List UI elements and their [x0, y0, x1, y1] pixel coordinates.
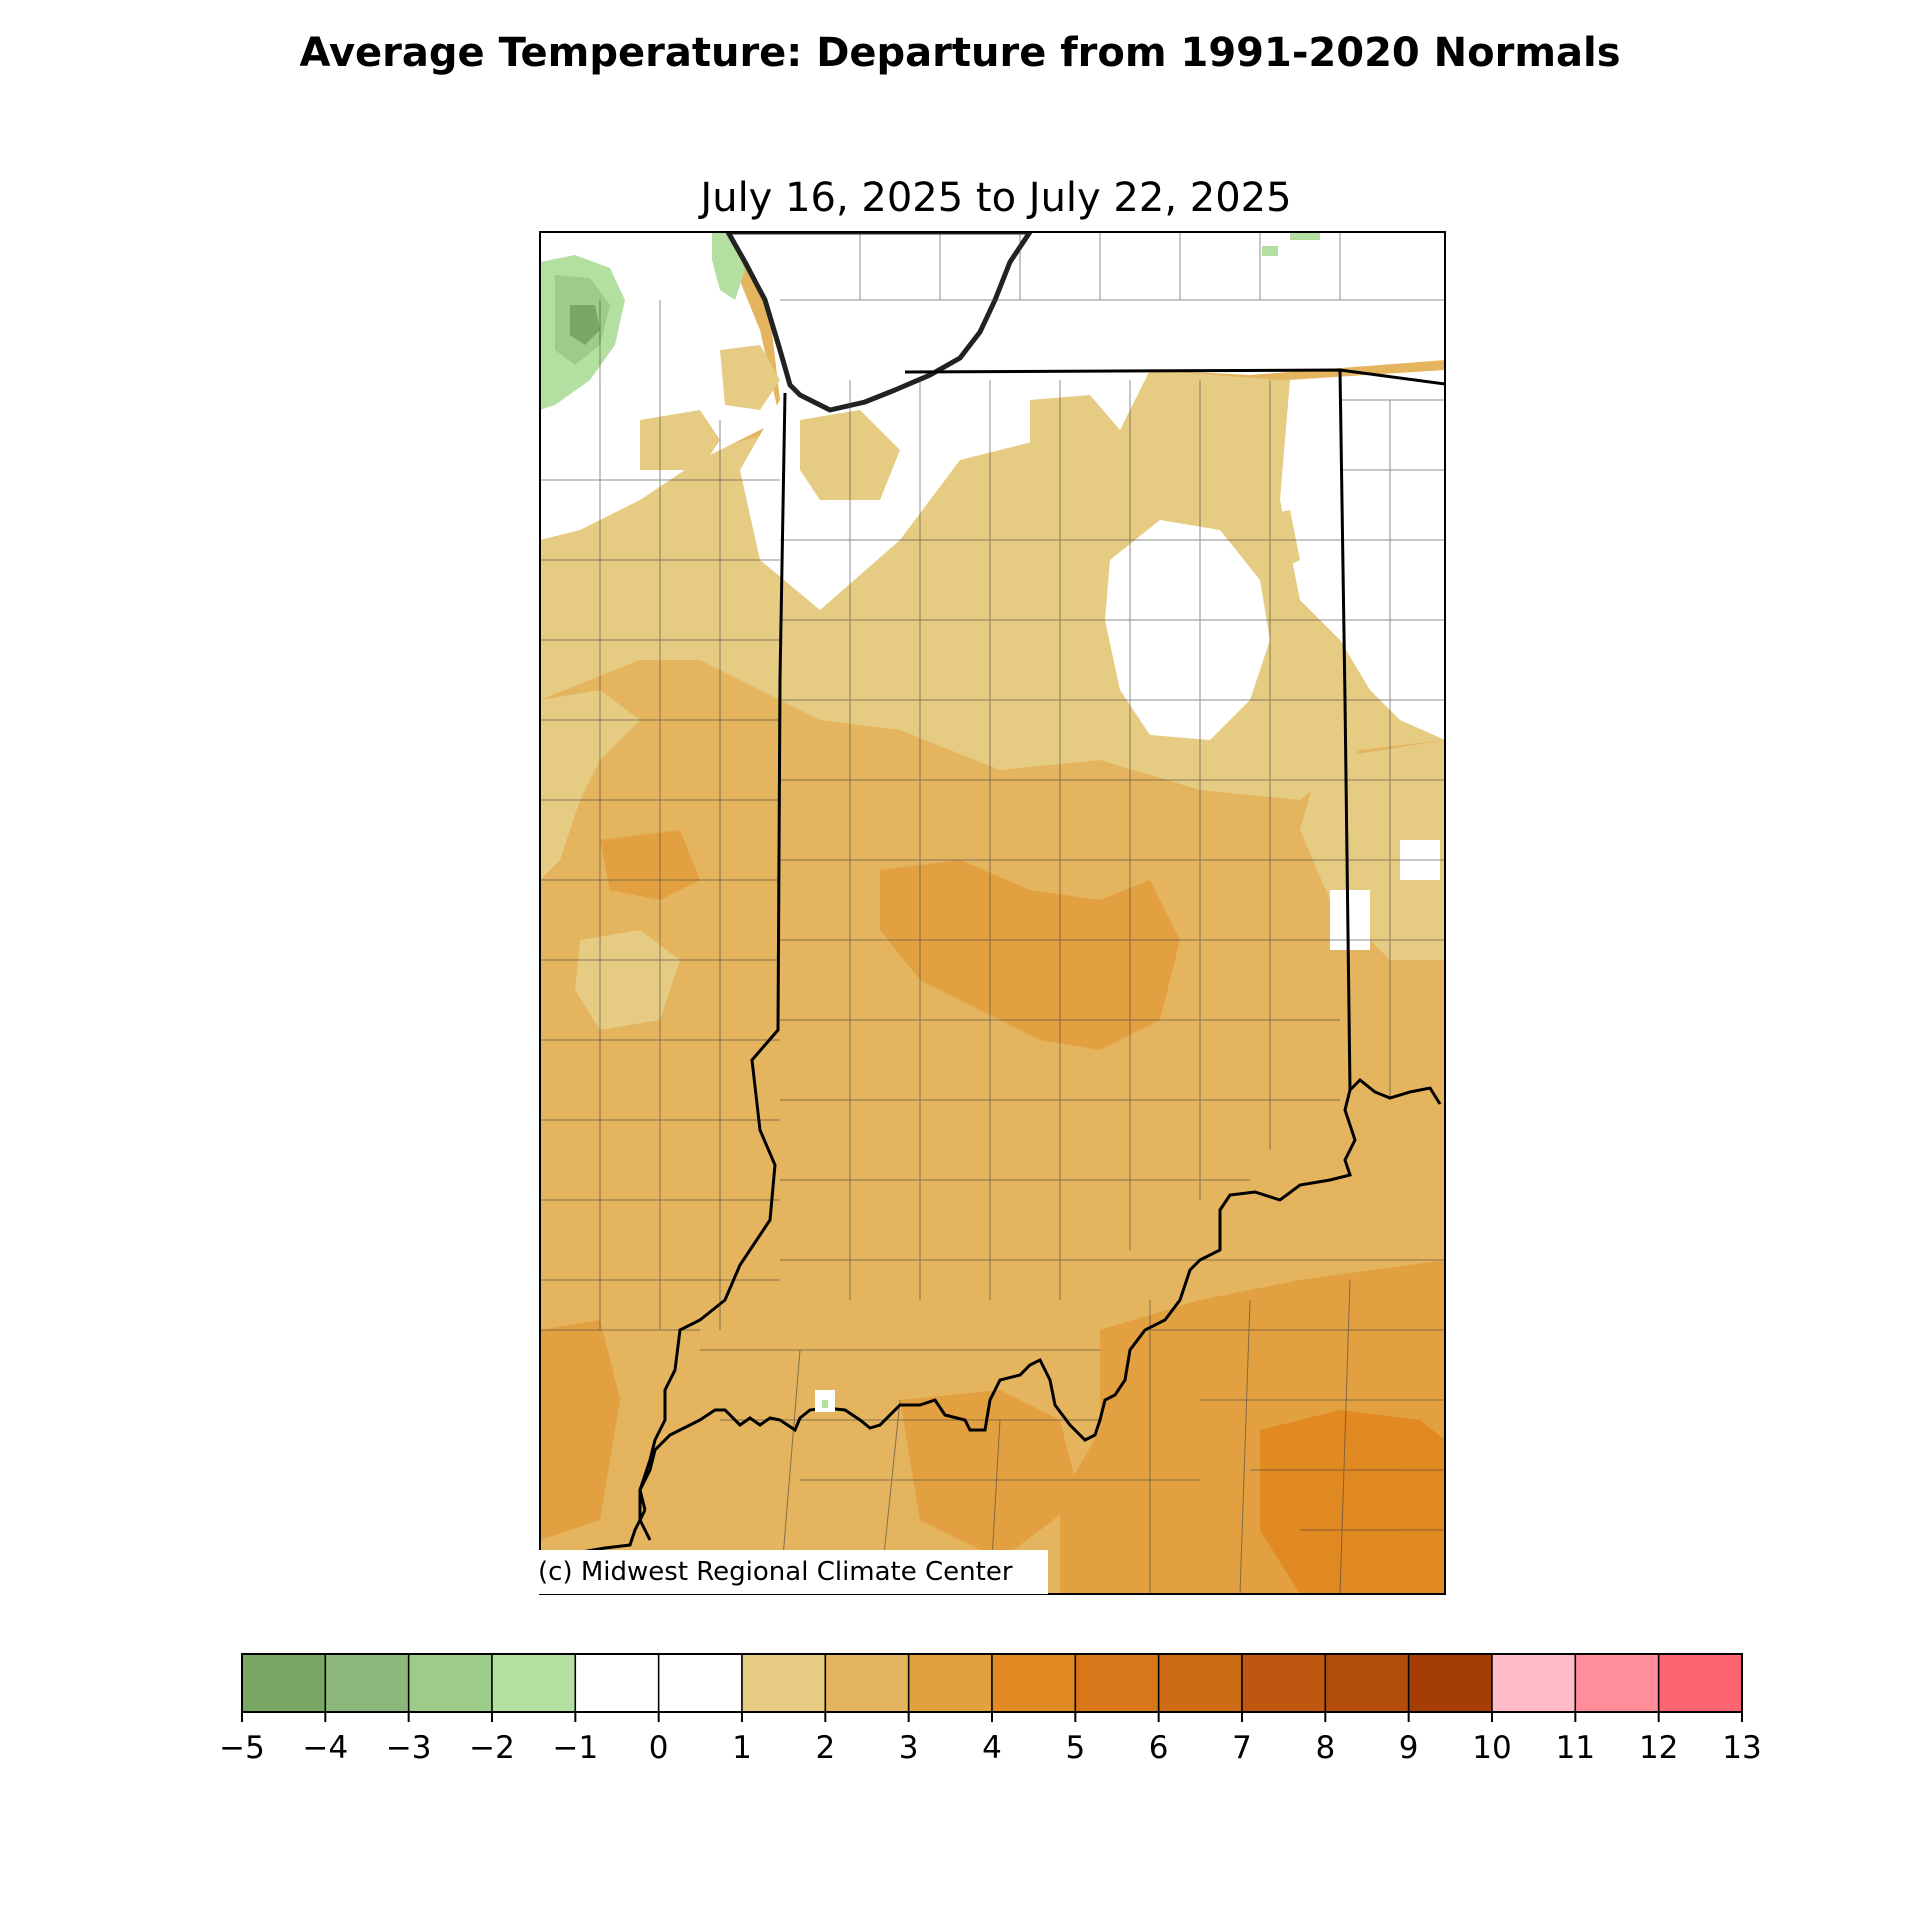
- legend-tick-label: −5: [219, 1730, 265, 1766]
- legend-tick-label: 4: [982, 1730, 1002, 1766]
- legend-swatch: [1324, 1653, 1410, 1713]
- legend-tick-label: −4: [302, 1730, 348, 1766]
- legend-swatch: [241, 1653, 327, 1713]
- white-region-northeast: [1280, 370, 1445, 740]
- map-frame: [539, 231, 1446, 1595]
- legend-tick-label: 9: [1399, 1730, 1419, 1766]
- legend-swatch: [324, 1653, 410, 1713]
- legend-tick-label: 11: [1556, 1730, 1595, 1766]
- legend-tick-label: 3: [899, 1730, 919, 1766]
- green-patch-ne2: [1262, 246, 1278, 256]
- legend-tick-label: 10: [1472, 1730, 1511, 1766]
- legend-swatch: [1657, 1653, 1743, 1713]
- tan-patch-southwest: [575, 930, 680, 1030]
- legend-tick-label: 12: [1639, 1730, 1678, 1766]
- deep-orange-southeast: [1260, 1410, 1445, 1594]
- legend-swatch: [657, 1653, 743, 1713]
- legend-tick-label: 13: [1722, 1730, 1761, 1766]
- legend-tick-label: 6: [1149, 1730, 1169, 1766]
- lake-michigan: [725, 232, 1034, 413]
- white-patch-ohio: [1330, 890, 1370, 950]
- legend-swatch: [1407, 1653, 1493, 1713]
- orange-region-west: [600, 830, 700, 900]
- legend-swatch: [407, 1653, 493, 1713]
- map-credit: (c) Midwest Regional Climate Center: [536, 1550, 1048, 1594]
- map-title: Average Temperature: Departure from 1991…: [299, 30, 1621, 76]
- legend-swatch: [991, 1653, 1077, 1713]
- county-lines: [540, 232, 1445, 1594]
- legend-tick-label: 5: [1065, 1730, 1085, 1766]
- legend-tick-label: 2: [815, 1730, 835, 1766]
- legend-swatch: [1074, 1653, 1160, 1713]
- legend-swatch: [741, 1653, 827, 1713]
- legend-tick-label: 0: [649, 1730, 669, 1766]
- legend-tick-label: 1: [732, 1730, 752, 1766]
- tan-patch-nw2: [720, 345, 780, 410]
- legend-swatch: [491, 1653, 577, 1713]
- state-borders: [544, 368, 1445, 1572]
- white-blob-ne-indiana: [1105, 520, 1270, 740]
- legend-tick-label: −3: [386, 1730, 432, 1766]
- legend-swatch: [1157, 1653, 1243, 1713]
- legend-swatch: [574, 1653, 660, 1713]
- orange-region-southcenter: [900, 1390, 1080, 1560]
- map-subtitle: July 16, 2025 to July 22, 2025: [700, 175, 1292, 221]
- green-patch-ne1: [1290, 232, 1320, 240]
- legend-tick-label: 8: [1315, 1730, 1335, 1766]
- legend-swatch: [1491, 1653, 1577, 1713]
- orange-region-southwest: [540, 1320, 620, 1540]
- legend-swatch: [1241, 1653, 1327, 1713]
- legend-tick-label: 7: [1232, 1730, 1252, 1766]
- legend-tick-label: −1: [552, 1730, 598, 1766]
- legend-swatch: [1574, 1653, 1660, 1713]
- legend-swatch: [907, 1653, 993, 1713]
- tan-region-west: [540, 690, 640, 880]
- green-patch-north: [712, 232, 745, 300]
- legend-swatch: [824, 1653, 910, 1713]
- legend-tick-label: −2: [469, 1730, 515, 1766]
- tan-patch-n2: [1030, 395, 1120, 490]
- orange-region-central: [880, 860, 1180, 1050]
- green-speck-south: [822, 1400, 828, 1408]
- green-region-dark: [570, 305, 600, 345]
